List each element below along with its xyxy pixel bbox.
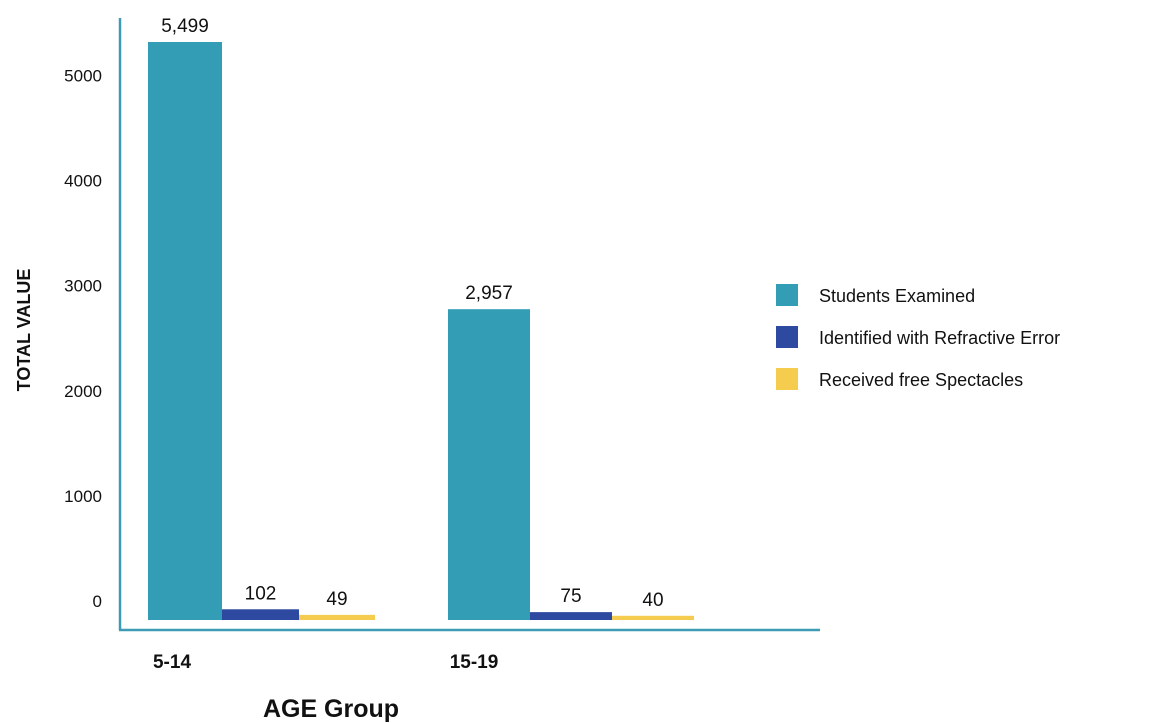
- data-label: 2,957: [465, 283, 513, 304]
- bar-students-examined: [148, 42, 222, 620]
- bar-refractive-error: [530, 612, 612, 620]
- y-tick-label: 4000: [64, 172, 102, 191]
- data-label: 5,499: [161, 16, 209, 37]
- legend-swatch: [776, 368, 798, 390]
- bar-free-spectacles: [612, 615, 694, 620]
- legend-label: Received free Spectacles: [819, 370, 1023, 390]
- y-tick-label: 1000: [64, 487, 102, 506]
- y-tick-label: 5000: [64, 66, 102, 85]
- data-labels: 5,499 102 49 2,957 75 40: [161, 16, 663, 611]
- data-label: 75: [560, 586, 581, 607]
- y-axis-title: TOTAL VALUE: [14, 269, 34, 392]
- category-labels: 5-14 15-19: [153, 652, 498, 673]
- x-axis-title: AGE Group: [263, 695, 399, 723]
- y-tick-label: 0: [93, 592, 102, 611]
- bars: [148, 42, 694, 620]
- legend-label: Students Examined: [819, 286, 975, 306]
- legend-item: Received free Spectacles: [776, 368, 1023, 390]
- x-category-label: 15-19: [450, 652, 499, 673]
- data-label: 102: [245, 583, 277, 604]
- legend-label: Identified with Refractive Error: [819, 328, 1060, 348]
- y-axis: 0 1000 2000 3000 4000 5000: [64, 18, 122, 630]
- legend-item: Identified with Refractive Error: [776, 326, 1060, 348]
- y-tick-label: 2000: [64, 382, 102, 401]
- legend-swatch: [776, 326, 798, 348]
- data-label: 49: [326, 589, 347, 610]
- bar-students-examined: [448, 309, 530, 620]
- y-tick-label: 3000: [64, 277, 102, 296]
- bar-free-spectacles: [299, 614, 375, 620]
- legend-swatch: [776, 284, 798, 306]
- legend-item: Students Examined: [776, 284, 975, 306]
- x-category-label: 5-14: [153, 652, 191, 673]
- legend: Students Examined Identified with Refract…: [776, 284, 1060, 390]
- bar-refractive-error: [222, 609, 299, 620]
- data-label: 40: [642, 590, 663, 611]
